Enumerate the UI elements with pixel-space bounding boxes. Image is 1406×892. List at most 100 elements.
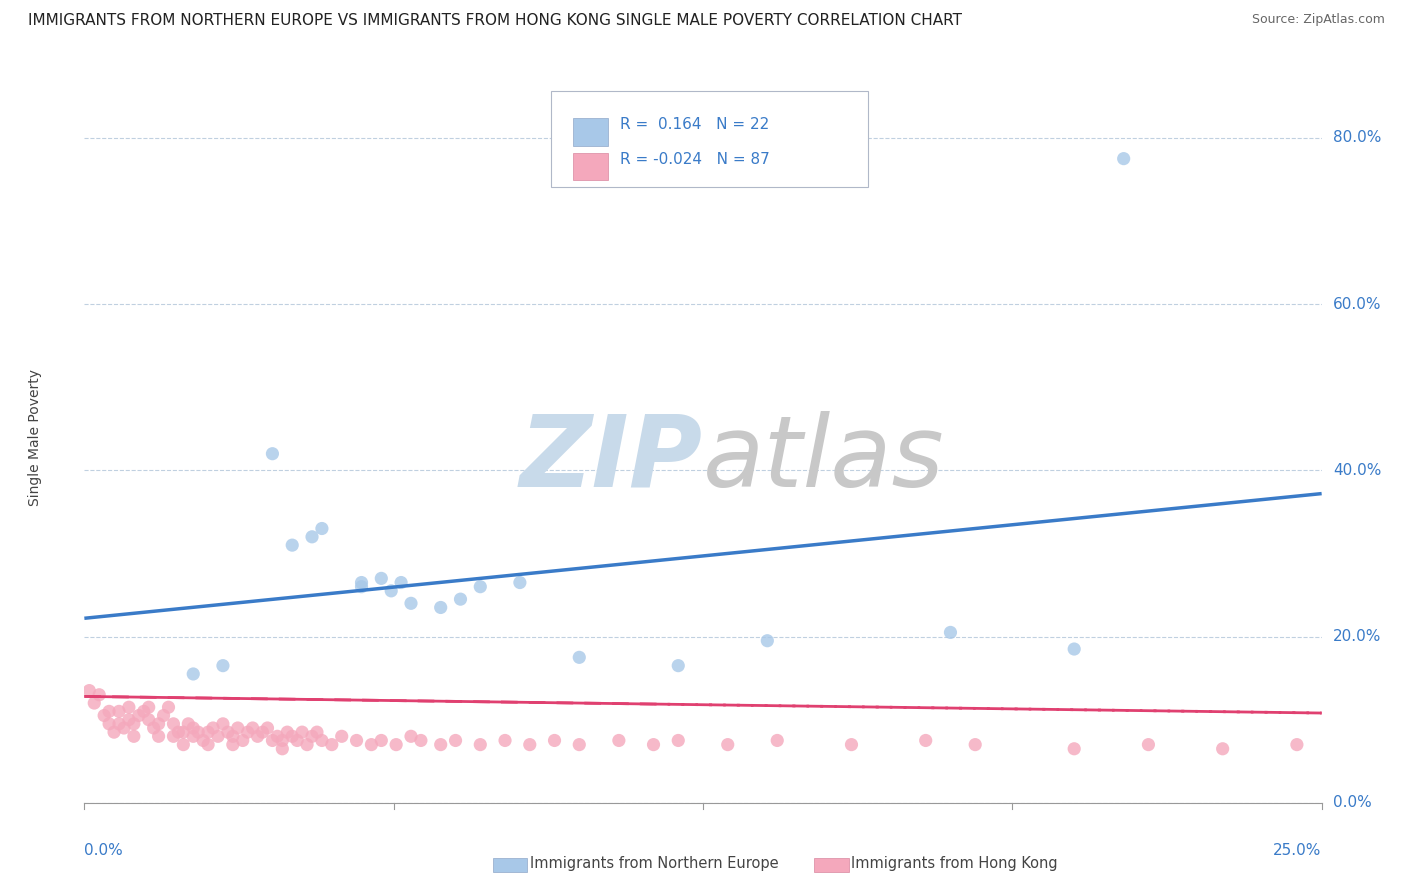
Point — [181, 721, 204, 735]
Point — [202, 721, 225, 735]
Point — [122, 729, 145, 743]
Point — [965, 738, 987, 752]
Point — [311, 521, 333, 535]
Point — [79, 683, 101, 698]
Point — [217, 725, 239, 739]
Text: Immigrants from Northern Europe: Immigrants from Northern Europe — [530, 856, 779, 871]
FancyBboxPatch shape — [814, 858, 849, 872]
Point — [118, 700, 141, 714]
Point — [643, 738, 665, 752]
FancyBboxPatch shape — [492, 858, 527, 872]
Point — [108, 705, 131, 719]
Point — [568, 650, 591, 665]
Point — [330, 729, 353, 743]
Point — [162, 729, 184, 743]
Point — [370, 571, 392, 585]
Point — [138, 700, 160, 714]
Point — [108, 716, 131, 731]
Point — [607, 733, 630, 747]
Point — [301, 530, 323, 544]
Point — [1212, 741, 1234, 756]
Point — [285, 733, 308, 747]
Point — [142, 721, 165, 735]
Point — [98, 716, 121, 731]
Point — [271, 733, 294, 747]
FancyBboxPatch shape — [574, 153, 607, 180]
Text: atlas: atlas — [703, 410, 945, 508]
Point — [262, 733, 284, 747]
Point — [666, 733, 689, 747]
Point — [118, 713, 141, 727]
Point — [172, 725, 194, 739]
Point — [181, 667, 204, 681]
Point — [305, 725, 328, 739]
Point — [1285, 738, 1308, 752]
Point — [83, 696, 105, 710]
Point — [311, 733, 333, 747]
Point — [152, 708, 174, 723]
Point — [167, 725, 190, 739]
Text: Source: ZipAtlas.com: Source: ZipAtlas.com — [1251, 13, 1385, 27]
Point — [291, 725, 314, 739]
Point — [350, 575, 373, 590]
Point — [494, 733, 516, 747]
Point — [1063, 741, 1085, 756]
Point — [226, 721, 249, 735]
Point — [301, 729, 323, 743]
Point — [409, 733, 432, 747]
Point — [172, 738, 194, 752]
Point — [148, 729, 170, 743]
Point — [132, 705, 155, 719]
Point — [444, 733, 467, 747]
Text: 80.0%: 80.0% — [1333, 130, 1381, 145]
Point — [399, 729, 422, 743]
Point — [122, 716, 145, 731]
Point — [1112, 152, 1135, 166]
Point — [568, 738, 591, 752]
Point — [212, 716, 235, 731]
Point — [242, 721, 264, 735]
Point — [256, 721, 278, 735]
Point — [450, 592, 472, 607]
Text: 20.0%: 20.0% — [1333, 629, 1381, 644]
Point — [519, 738, 541, 752]
FancyBboxPatch shape — [574, 118, 607, 146]
Point — [470, 738, 492, 752]
Point — [222, 729, 245, 743]
Point — [246, 729, 269, 743]
Text: 0.0%: 0.0% — [84, 843, 124, 858]
Point — [350, 580, 373, 594]
Text: ZIP: ZIP — [520, 410, 703, 508]
Text: IMMIGRANTS FROM NORTHERN EUROPE VS IMMIGRANTS FROM HONG KONG SINGLE MALE POVERTY: IMMIGRANTS FROM NORTHERN EUROPE VS IMMIG… — [28, 13, 962, 29]
Point — [295, 738, 318, 752]
Point — [89, 688, 111, 702]
Point — [370, 733, 392, 747]
Point — [666, 658, 689, 673]
Point — [766, 733, 789, 747]
Point — [236, 725, 259, 739]
Point — [1063, 642, 1085, 657]
Point — [148, 716, 170, 731]
Point — [128, 708, 150, 723]
Point — [162, 716, 184, 731]
Point — [252, 725, 274, 739]
Point — [187, 725, 209, 739]
Point — [181, 729, 204, 743]
Point — [385, 738, 408, 752]
Text: 40.0%: 40.0% — [1333, 463, 1381, 478]
Point — [177, 716, 200, 731]
Point — [380, 583, 402, 598]
Point — [138, 713, 160, 727]
Point — [399, 596, 422, 610]
Text: Immigrants from Hong Kong: Immigrants from Hong Kong — [852, 856, 1059, 871]
Point — [197, 738, 219, 752]
Point — [429, 600, 451, 615]
Point — [191, 733, 214, 747]
Point — [112, 721, 135, 735]
Text: R = -0.024   N = 87: R = -0.024 N = 87 — [620, 152, 770, 167]
Point — [266, 729, 288, 743]
Text: 25.0%: 25.0% — [1274, 843, 1322, 858]
Point — [360, 738, 382, 752]
Point — [717, 738, 740, 752]
Point — [232, 733, 254, 747]
